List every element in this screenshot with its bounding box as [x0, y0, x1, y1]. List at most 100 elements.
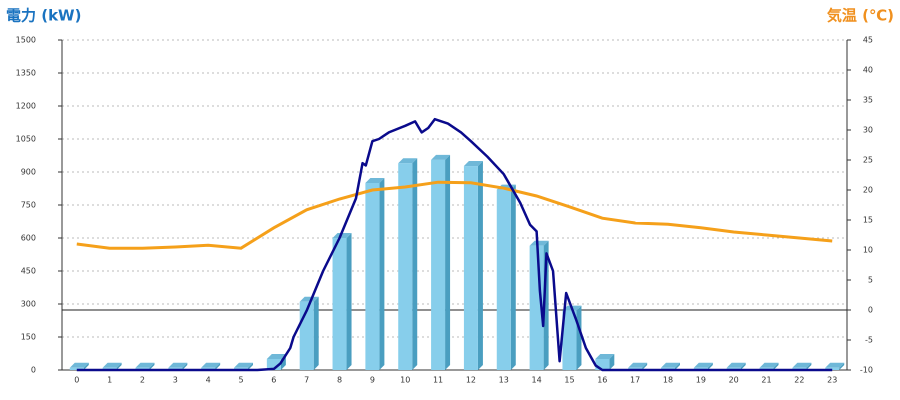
x-tick-label: 12: [466, 376, 476, 385]
y2-tick-label: 30: [863, 126, 873, 135]
bar-top: [693, 362, 713, 368]
bar-side: [313, 296, 319, 370]
y-tick-label: 600: [21, 234, 36, 243]
bar: [496, 189, 511, 370]
y-tick-label: 1050: [16, 135, 36, 144]
bar-top: [628, 362, 648, 368]
y2-tick-label: 45: [863, 36, 873, 45]
x-tick-label: 16: [597, 376, 607, 385]
x-tick-label: 1: [107, 376, 112, 385]
x-tick-label: 23: [827, 376, 837, 385]
bar-top: [726, 362, 746, 368]
bar-top: [431, 154, 451, 160]
bar-side: [346, 233, 352, 370]
bar-top: [168, 362, 188, 368]
y2-tick-label: 15: [863, 216, 873, 225]
bar-side: [445, 154, 451, 370]
bar: [562, 310, 577, 370]
bar-side: [412, 158, 418, 370]
bar-side: [642, 362, 648, 370]
y-tick-label: 150: [21, 333, 36, 342]
x-tick-label: 4: [206, 376, 211, 385]
x-tick-label: 17: [630, 376, 640, 385]
bar-side: [510, 184, 516, 370]
x-tick-label: 22: [794, 376, 804, 385]
bar-side: [806, 362, 812, 370]
bar-top: [595, 354, 615, 359]
y2-tick-label: -5: [865, 336, 873, 345]
bar-top: [102, 362, 122, 368]
y-tick-label: 1200: [16, 102, 36, 111]
bar-side: [248, 362, 254, 370]
bar: [266, 359, 281, 370]
bar-top: [135, 362, 155, 368]
bar-top: [660, 362, 680, 368]
bar-side: [215, 362, 221, 370]
bar-side: [576, 305, 582, 370]
bar: [595, 359, 610, 370]
bar-side: [839, 362, 845, 370]
bar-top: [529, 240, 549, 246]
y2-tick-label: 20: [863, 186, 873, 195]
bar: [365, 183, 380, 370]
y2-tick-label: 10: [863, 246, 873, 255]
bar-top: [365, 178, 385, 183]
bar: [431, 159, 446, 370]
bar-side: [83, 362, 89, 370]
bar: [332, 238, 347, 370]
bar-top: [234, 362, 254, 368]
y-axis-title: 電力 (kW): [6, 7, 81, 25]
x-tick-label: 15: [564, 376, 574, 385]
bar-side: [740, 362, 746, 370]
x-tick-label: 20: [729, 376, 739, 385]
bar: [463, 166, 478, 370]
power-line: [76, 117, 833, 372]
y-tick-label: 450: [21, 267, 36, 276]
bar-side: [707, 362, 713, 370]
y2-axis-title: 気温 (℃): [827, 7, 894, 25]
x-tick-label: 18: [663, 376, 673, 385]
x-tick-label: 10: [400, 376, 410, 385]
temperature-line: [76, 180, 833, 250]
bar-side: [477, 161, 483, 370]
bar-top: [266, 354, 286, 359]
bar-top: [463, 161, 483, 167]
bar-top: [792, 362, 812, 368]
x-tick-label: 19: [696, 376, 706, 385]
x-tick-label: 6: [271, 376, 276, 385]
y-tick-label: 1350: [16, 69, 36, 78]
y-tick-label: 750: [21, 201, 36, 210]
bar-top: [398, 158, 418, 164]
bar: [398, 163, 413, 370]
x-tick-label: 9: [370, 376, 375, 385]
y2-tick-label: -10: [860, 366, 873, 375]
bar-side: [182, 362, 188, 370]
x-tick-label: 3: [173, 376, 178, 385]
bar-top: [299, 296, 319, 302]
y2-tick-label: 35: [863, 96, 873, 105]
bar-side: [116, 362, 122, 370]
y-tick-label: 900: [21, 168, 36, 177]
bar-top: [759, 362, 779, 368]
y-tick-label: 300: [21, 300, 36, 309]
y-tick-label: 1500: [16, 36, 36, 45]
bar-top: [825, 362, 845, 368]
x-tick-label: 13: [499, 376, 509, 385]
x-tick-label: 0: [74, 376, 79, 385]
x-tick-label: 14: [532, 376, 542, 385]
bar-side: [609, 354, 615, 370]
bar-side: [773, 362, 779, 370]
y2-tick-label: 40: [863, 66, 873, 75]
y-tick-label: 0: [31, 366, 36, 375]
x-tick-label: 2: [140, 376, 145, 385]
x-tick-label: 5: [238, 376, 243, 385]
y2-tick-label: 0: [868, 306, 873, 315]
bar-side: [149, 362, 155, 370]
x-tick-label: 8: [337, 376, 342, 385]
bar-top: [201, 362, 221, 368]
x-tick-label: 21: [761, 376, 771, 385]
y2-tick-label: 25: [863, 156, 873, 165]
y2-tick-label: 5: [868, 276, 873, 285]
bar-top: [332, 233, 352, 238]
